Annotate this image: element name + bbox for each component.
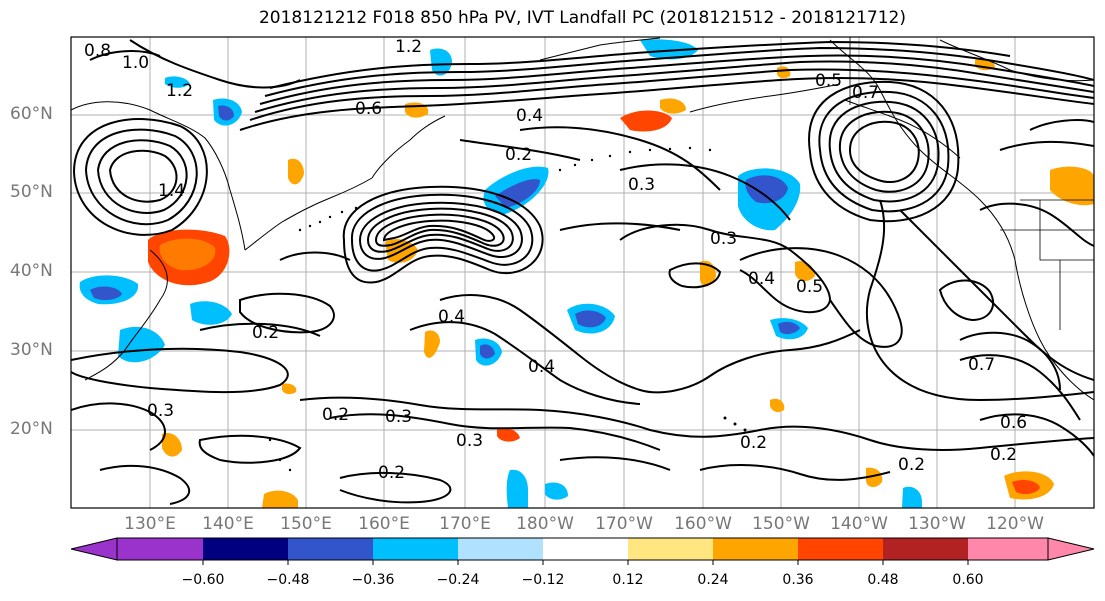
lon-label-170e: 170°E <box>439 514 491 534</box>
lon-label-120w: 120°W <box>986 514 1044 534</box>
map-title: 2018121212 F018 850 hPa PV, IVT Landfall… <box>258 8 906 28</box>
lon-label-150w: 150°W <box>752 514 810 534</box>
contour-label: 0.3 <box>628 175 655 195</box>
colorbar-segment <box>968 538 1048 560</box>
colorbar-segment <box>70 537 118 561</box>
colorbar-tick: −0.24 <box>436 572 480 588</box>
contour-label: 0.4 <box>748 269 775 289</box>
colorbar-segment <box>373 538 458 560</box>
colorbar-segment <box>543 538 628 560</box>
contour-label: 0.8 <box>84 41 111 61</box>
colorbar-tick: 0.48 <box>867 572 899 588</box>
contour-label: 1.0 <box>122 53 149 73</box>
colorbar-segment <box>458 538 543 560</box>
ivt-shading <box>79 39 1094 508</box>
contour-label: 0.6 <box>1000 413 1027 433</box>
lat-label-30n: 30°N <box>10 340 53 360</box>
lat-label-40n: 40°N <box>10 261 53 281</box>
contour-label: 0.2 <box>990 445 1017 465</box>
contour-label: 0.3 <box>147 401 174 421</box>
contour-label: 0.2 <box>505 145 532 165</box>
colorbar-segment <box>628 538 713 560</box>
contour-label: 1.2 <box>395 37 422 57</box>
contour-label: 0.2 <box>252 323 279 343</box>
lon-label-140e: 140°E <box>202 514 254 534</box>
lon-label-180w: 180°W <box>516 514 574 534</box>
contour-label: 0.4 <box>516 106 543 126</box>
colorbar-segment <box>203 538 288 560</box>
lon-label-160w: 160°W <box>674 514 732 534</box>
gridlines <box>71 37 1094 508</box>
contour-label: 0.2 <box>322 405 349 425</box>
contour-labels: 0.8 1.0 1.2 1.4 0.6 0.4 0.2 0.3 0.5 0.7 … <box>84 37 1027 483</box>
colorbar-tick: 0.12 <box>612 572 644 588</box>
colorbar-tick: −0.36 <box>351 572 395 588</box>
map-frame <box>70 36 1095 509</box>
contour-label: 1.4 <box>158 181 185 201</box>
pv-contours <box>71 39 1094 505</box>
lat-label-50n: 50°N <box>10 182 53 202</box>
lon-label-160e: 160°E <box>358 514 410 534</box>
colorbar-segment <box>288 538 373 560</box>
contour-label: 0.6 <box>355 99 382 119</box>
contour-label: 0.5 <box>815 71 842 91</box>
contour-label: 0.2 <box>378 463 405 483</box>
lon-label-130w: 130°W <box>908 514 966 534</box>
island-chains <box>268 146 747 472</box>
contour-label: 0.2 <box>898 455 925 475</box>
colorbar-segment <box>883 538 968 560</box>
lat-label-60n: 60°N <box>10 104 53 124</box>
contour-label: 0.7 <box>852 83 879 103</box>
contour-label: 0.3 <box>710 229 737 249</box>
colorbar-segment <box>1047 537 1095 561</box>
lon-label-170w: 170°W <box>595 514 653 534</box>
contour-label: 0.2 <box>740 433 767 453</box>
contour-label: 1.2 <box>166 81 193 101</box>
contour-label: 0.7 <box>968 355 995 375</box>
lat-label-20n: 20°N <box>10 419 53 439</box>
colorbar-segment <box>117 538 203 560</box>
contour-label: 0.4 <box>528 357 555 377</box>
colorbar-segment <box>713 538 798 560</box>
colorbar-tick: 0.36 <box>782 572 814 588</box>
colorbar-tick: −0.12 <box>521 572 565 588</box>
lon-label-140w: 140°W <box>830 514 888 534</box>
colorbar-tick: 0.60 <box>952 572 984 588</box>
lon-label-130e: 130°E <box>124 514 176 534</box>
colorbar-tick: 0.24 <box>697 572 729 588</box>
colorbar-segment <box>798 538 883 560</box>
contour-label: 0.5 <box>796 277 823 297</box>
contour-label: 0.3 <box>385 407 412 427</box>
contour-label: 0.3 <box>456 431 483 451</box>
colorbar-tick: −0.60 <box>181 572 225 588</box>
colorbar-tick: −0.48 <box>266 572 310 588</box>
contour-label: 0.4 <box>438 307 465 327</box>
colorbar <box>70 537 1095 565</box>
lon-label-150e: 150°E <box>280 514 332 534</box>
